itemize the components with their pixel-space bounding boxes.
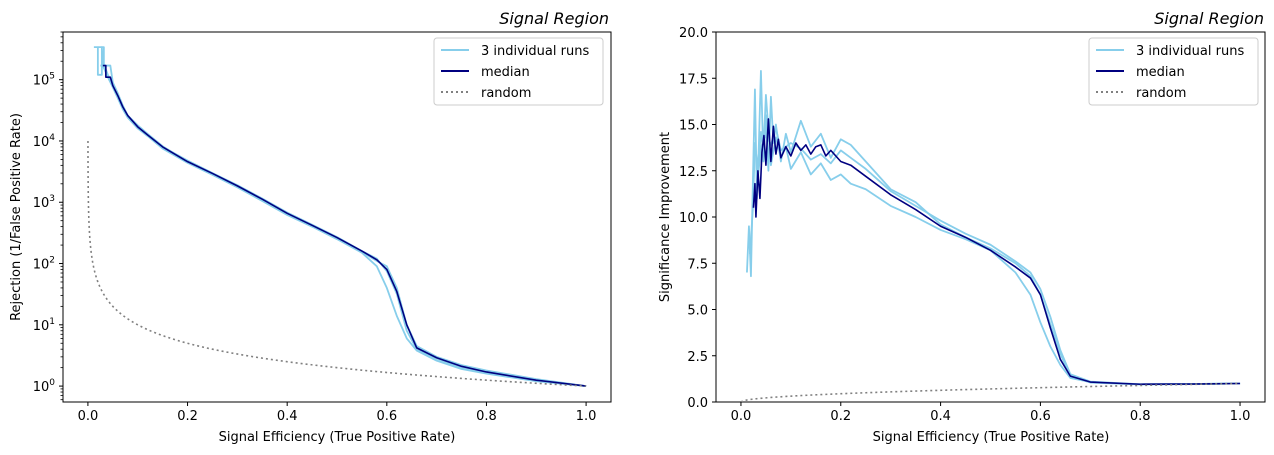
y-tick-label-right: 7.5 (687, 257, 708, 272)
y-tick-label-left: 102 (33, 256, 55, 273)
y-tick-label-right: 2.5 (687, 350, 708, 365)
x-tick-label-left: 0.4 (277, 409, 298, 424)
y-axis-label-left: Rejection (1/False Positive Rate) (9, 113, 24, 321)
y-tick-label-left: 105 (33, 72, 55, 89)
legend-label-median-right: median (1136, 65, 1185, 80)
x-ticks-left: 0.0 0.2 0.4 0.6 0.8 1.0 (78, 402, 597, 424)
random-line-right (740, 382, 1241, 402)
legend-label-random-left: random (481, 86, 531, 101)
median-line-right (752, 118, 1241, 386)
y-axis-label-right: Significance Improvement (658, 132, 673, 302)
x-tick-label-left: 0.2 (177, 409, 198, 424)
y-tick-label-right: 15.0 (679, 119, 708, 134)
legend-right: 3 individual runs median random (1088, 37, 1259, 106)
y-tick-label-right: 17.5 (679, 72, 708, 87)
x-tick-label-right: 0.2 (830, 409, 851, 424)
x-tick-label-right: 0.6 (1030, 409, 1051, 424)
x-tick-label-right: 1.0 (1230, 409, 1251, 424)
legend-label-runs-left: 3 individual runs (481, 44, 589, 59)
y-tick-label-left: 101 (33, 317, 55, 334)
legend-label-runs-right: 3 individual runs (1136, 44, 1244, 59)
y-ticks-left: 100 101 102 103 104 105 (33, 31, 63, 401)
significance-improvement-chart: 0.0 0.2 0.4 0.6 0.8 1.0 0.0 2.5 5.0 7.5 10.0 12.5 1… (658, 9, 1266, 445)
x-tick-label-left: 0.0 (78, 409, 99, 424)
series-lines-left (87, 46, 587, 387)
y-tick-label-right: 20.0 (679, 26, 708, 41)
series-lines-right (740, 69, 1241, 402)
legend-label-random-right: random (1136, 86, 1186, 101)
roc-rejection-chart: 0.0 0.2 0.4 0.6 0.8 1.0 100 101 102 103 104 105 Si… (9, 9, 612, 445)
median-line-left (102, 64, 587, 387)
legend-box-right (1088, 37, 1259, 106)
x-tick-label-left: 0.6 (376, 409, 397, 424)
y-tick-label-right: 0.0 (687, 396, 708, 411)
x-ticks-right: 0.0 0.2 0.4 0.6 0.8 1.0 (731, 402, 1251, 424)
x-axis-label-right: Signal Efficiency (True Positive Rate) (873, 430, 1110, 445)
y-tick-label-right: 12.5 (679, 165, 708, 180)
y-tick-label-left: 100 (33, 378, 56, 395)
legend-left: 3 individual runs median random (433, 37, 604, 106)
y-tick-label-left: 104 (33, 133, 56, 150)
plot-frame-left (62, 31, 612, 403)
y-ticks-right: 0.0 2.5 5.0 7.5 10.0 12.5 15.0 17.5 20.0 (679, 26, 716, 411)
x-tick-label-left: 1.0 (576, 409, 597, 424)
x-tick-label-right: 0.0 (731, 409, 752, 424)
chart-title-left: Signal Region (499, 9, 609, 28)
legend-box-left (433, 37, 604, 106)
legend-label-median-left: median (481, 65, 530, 80)
y-tick-label-left: 103 (33, 194, 55, 211)
x-tick-label-right: 0.4 (930, 409, 951, 424)
chart-title-right: Signal Region (1154, 9, 1264, 28)
y-tick-label-right: 10.0 (679, 211, 708, 226)
run-2-line-right (749, 94, 1241, 386)
x-tick-label-right: 0.8 (1130, 409, 1151, 424)
random-line-left (87, 140, 587, 387)
x-tick-label-left: 0.8 (476, 409, 497, 424)
y-tick-label-right: 5.0 (687, 304, 708, 319)
x-axis-label-left: Signal Efficiency (True Positive Rate) (219, 430, 456, 445)
